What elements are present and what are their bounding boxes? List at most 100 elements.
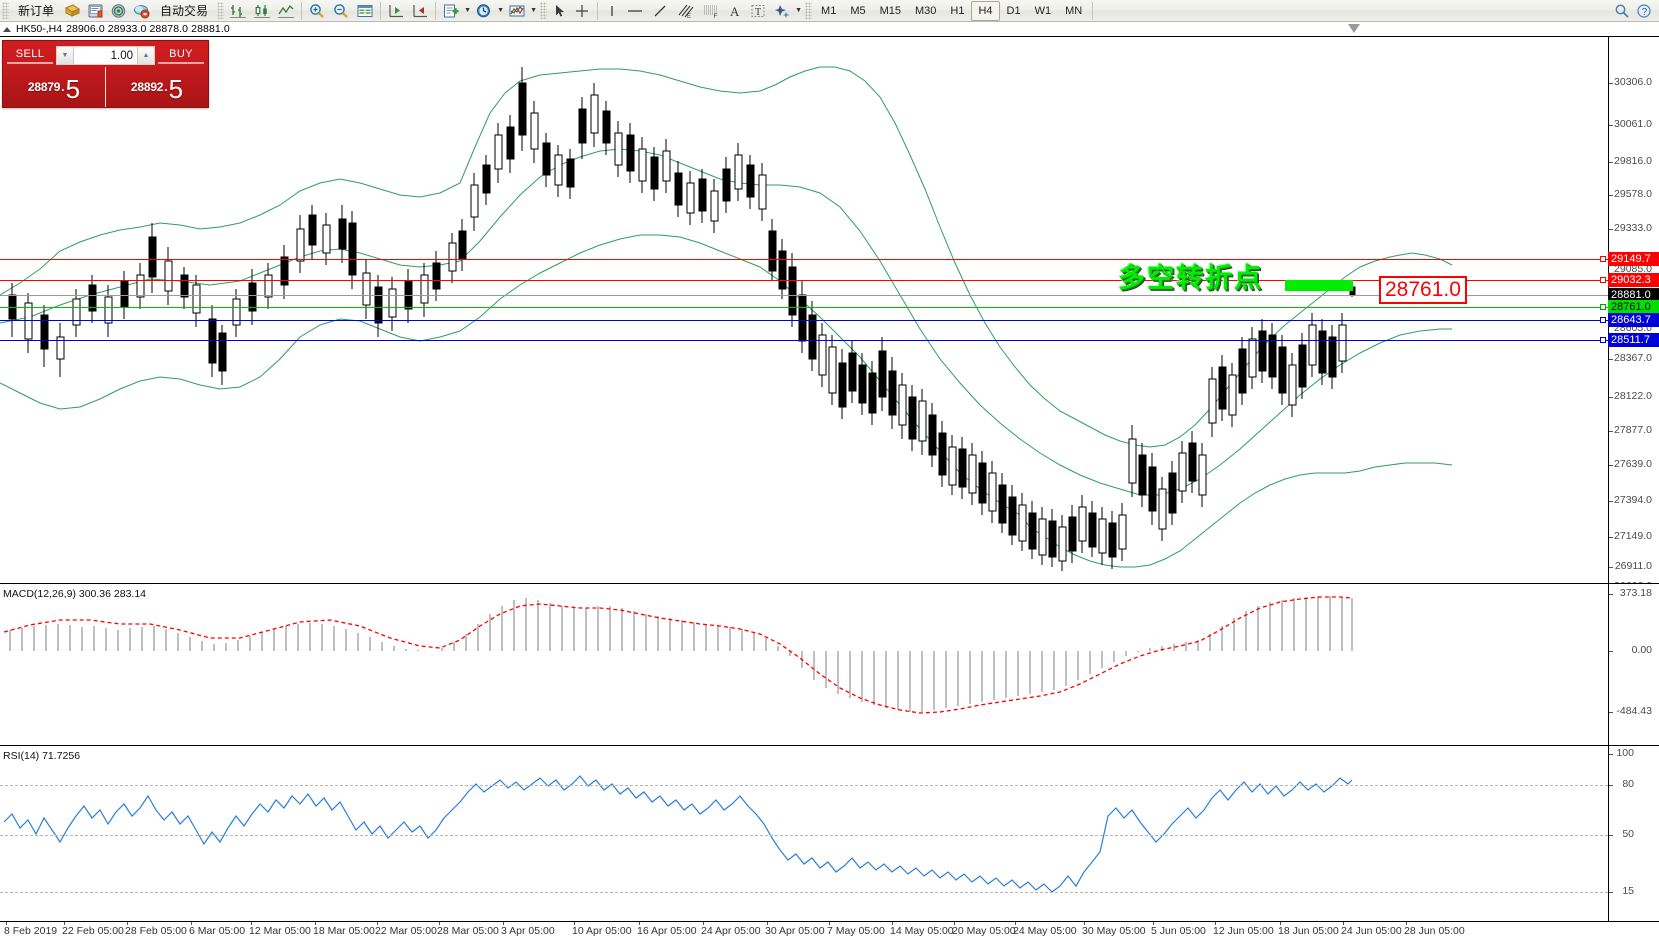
timeframe-m1[interactable]: M1 [821, 4, 837, 17]
templates-dropdown-arrow[interactable]: ▼ [464, 7, 471, 14]
period-dropdown-arrow[interactable]: ▼ [497, 7, 504, 14]
chart-scroll-marker[interactable] [1348, 24, 1360, 34]
expert-advisor-icon[interactable] [130, 1, 153, 21]
line-chart-icon[interactable] [274, 1, 298, 21]
timeframe-m15[interactable]: M15 [879, 4, 901, 17]
bar-chart-icon[interactable] [226, 1, 250, 21]
price-level-tag-28761-0[interactable]: 28761.0 [1608, 300, 1659, 314]
chart-shift-icon[interactable] [408, 1, 432, 21]
resistance-29032-handle[interactable] [1600, 277, 1606, 283]
pivot-highlight-bar[interactable] [1285, 280, 1353, 291]
pivot-line-28761[interactable] [0, 304, 1608, 310]
macd-pane[interactable]: MACD(12,26,9) 300.36 283.14 [0, 584, 1659, 745]
search-icon[interactable] [1611, 1, 1633, 21]
price-tick-label: 29816.0 [1614, 155, 1652, 167]
new-order-label: 新订单 [18, 4, 55, 18]
rsi-tick [1609, 754, 1613, 755]
tile-windows-icon[interactable] [353, 1, 377, 21]
pivot-28761-handle[interactable] [1600, 304, 1606, 310]
templates-icon[interactable] [439, 1, 463, 21]
rsi-plot-area[interactable] [0, 746, 1608, 921]
new-order-button[interactable]: 新订单 [11, 1, 61, 21]
chart-collapse-icon[interactable] [3, 26, 11, 32]
macd-histogram [9, 596, 1353, 712]
timeframe-mn[interactable]: MN [1065, 4, 1083, 17]
timeframe-d1[interactable]: D1 [1006, 4, 1021, 17]
trendline-icon[interactable] [648, 1, 672, 21]
price-level-tag-29032-3[interactable]: 29032.3 [1608, 273, 1659, 287]
indicators-icon[interactable] [505, 1, 529, 21]
zoom-in-icon[interactable] [305, 1, 329, 21]
resistance-29149-handle[interactable] [1600, 256, 1606, 262]
support-28643-handle[interactable] [1600, 317, 1606, 323]
resistance-line-29149[interactable] [0, 256, 1608, 262]
time-tick-label: 22 Mar 05:00 [375, 925, 437, 937]
time-axis[interactable]: 8 Feb 2019 22 Feb 05:00 28 Feb 05:00 6 Mar … [0, 922, 1659, 946]
toolbar-grip-4[interactable] [805, 2, 813, 19]
rsi-level-15 [0, 892, 1608, 893]
help-icon[interactable]: ? [1633, 1, 1655, 21]
macd-tick [1609, 712, 1613, 713]
indicators-dropdown-arrow[interactable]: ▼ [530, 7, 537, 14]
signals-icon[interactable] [107, 1, 130, 21]
timeframe-h1[interactable]: H1 [950, 4, 965, 17]
autotrade-button[interactable]: 自动交易 [153, 1, 215, 21]
toolbar-grip[interactable] [2, 2, 9, 19]
equidistant-channel-icon[interactable]: E [672, 1, 698, 21]
text-label-icon[interactable]: A [724, 1, 746, 21]
period-clock-icon[interactable] [472, 1, 496, 21]
rsi-pane[interactable]: RSI(14) 71.7256 100 80 50 15 [0, 746, 1659, 921]
time-tick [1280, 922, 1281, 925]
cursor-icon[interactable] [549, 1, 570, 21]
candlestick-chart-icon[interactable] [250, 1, 274, 21]
fibonacci-retracement-icon[interactable]: F [698, 1, 724, 21]
time-tick [639, 922, 640, 925]
toolbar-grip-2[interactable] [217, 2, 225, 19]
buy-price[interactable]: 28892 . 5 [106, 67, 208, 107]
volume-increase-button[interactable]: ▲ [137, 47, 154, 64]
buy-price-integer: 28892 [130, 80, 164, 94]
price-level-tag-28881-0[interactable]: 28881.0 [1608, 288, 1659, 302]
buy-button[interactable]: BUY [158, 48, 204, 64]
vertical-line-icon[interactable] [601, 1, 622, 21]
timeframe-w1[interactable]: W1 [1034, 4, 1052, 17]
macd-series-svg [3, 596, 1353, 714]
sell-button[interactable]: SELL [7, 48, 53, 64]
resistance-line-29032[interactable] [0, 277, 1608, 283]
macd-plot-area[interactable] [0, 584, 1608, 745]
objects-dropdown-arrow[interactable]: ▼ [795, 7, 802, 14]
crosshair-icon[interactable] [570, 1, 594, 21]
objects-icon[interactable] [770, 1, 794, 21]
auto-scroll-icon[interactable] [384, 1, 408, 21]
metaeditor-icon[interactable] [61, 1, 84, 21]
volume-stepper[interactable]: ▼ 1.00 ▲ [56, 46, 155, 65]
bull-bear-turning-point-annotation[interactable]: 多空转折点 [1118, 263, 1263, 294]
volume-input[interactable]: 1.00 [74, 47, 137, 64]
price-level-tag-28511-7[interactable]: 28511.7 [1608, 333, 1659, 347]
volume-decrease-button[interactable]: ▼ [57, 47, 74, 64]
text-box-icon[interactable]: T [746, 1, 770, 21]
terminal-icon[interactable] [84, 1, 107, 21]
time-tick-label: 3 Apr 05:00 [501, 925, 555, 937]
support-28511-handle[interactable] [1600, 337, 1606, 343]
time-tick [892, 922, 893, 925]
horizontal-line-icon[interactable] [622, 1, 648, 21]
time-tick-label: 24 Apr 05:00 [701, 925, 761, 937]
toolbar-grip-3[interactable] [540, 2, 548, 19]
price-chart-pane[interactable]: 多空转折点 30306.0 30061.0 29816.0 29578.0 29333.… [0, 37, 1659, 624]
sell-price[interactable]: 28879 . 5 [3, 67, 105, 107]
one-click-trading-panel[interactable]: SELL ▼ 1.00 ▲ BUY 28879 . 5 28892 . 5 [2, 40, 209, 108]
timeframe-m30[interactable]: M30 [915, 4, 937, 17]
support-line-28511[interactable] [0, 337, 1608, 343]
support-line-28643[interactable] [0, 317, 1608, 323]
price-level-tag-29149-7[interactable]: 29149.7 [1608, 252, 1659, 266]
pivot-price-callout[interactable]: 28761.0 [1379, 276, 1467, 304]
price-plot-area[interactable]: 多空转折点 [0, 37, 1608, 583]
zoom-out-icon[interactable] [329, 1, 353, 21]
price-level-tag-28643-7[interactable]: 28643.7 [1608, 313, 1659, 327]
timeframe-h4[interactable]: H4 [971, 0, 1000, 21]
time-tick [767, 922, 768, 925]
price-tick [1609, 465, 1613, 466]
price-tick [1609, 162, 1613, 163]
timeframe-m5[interactable]: M5 [850, 4, 866, 17]
